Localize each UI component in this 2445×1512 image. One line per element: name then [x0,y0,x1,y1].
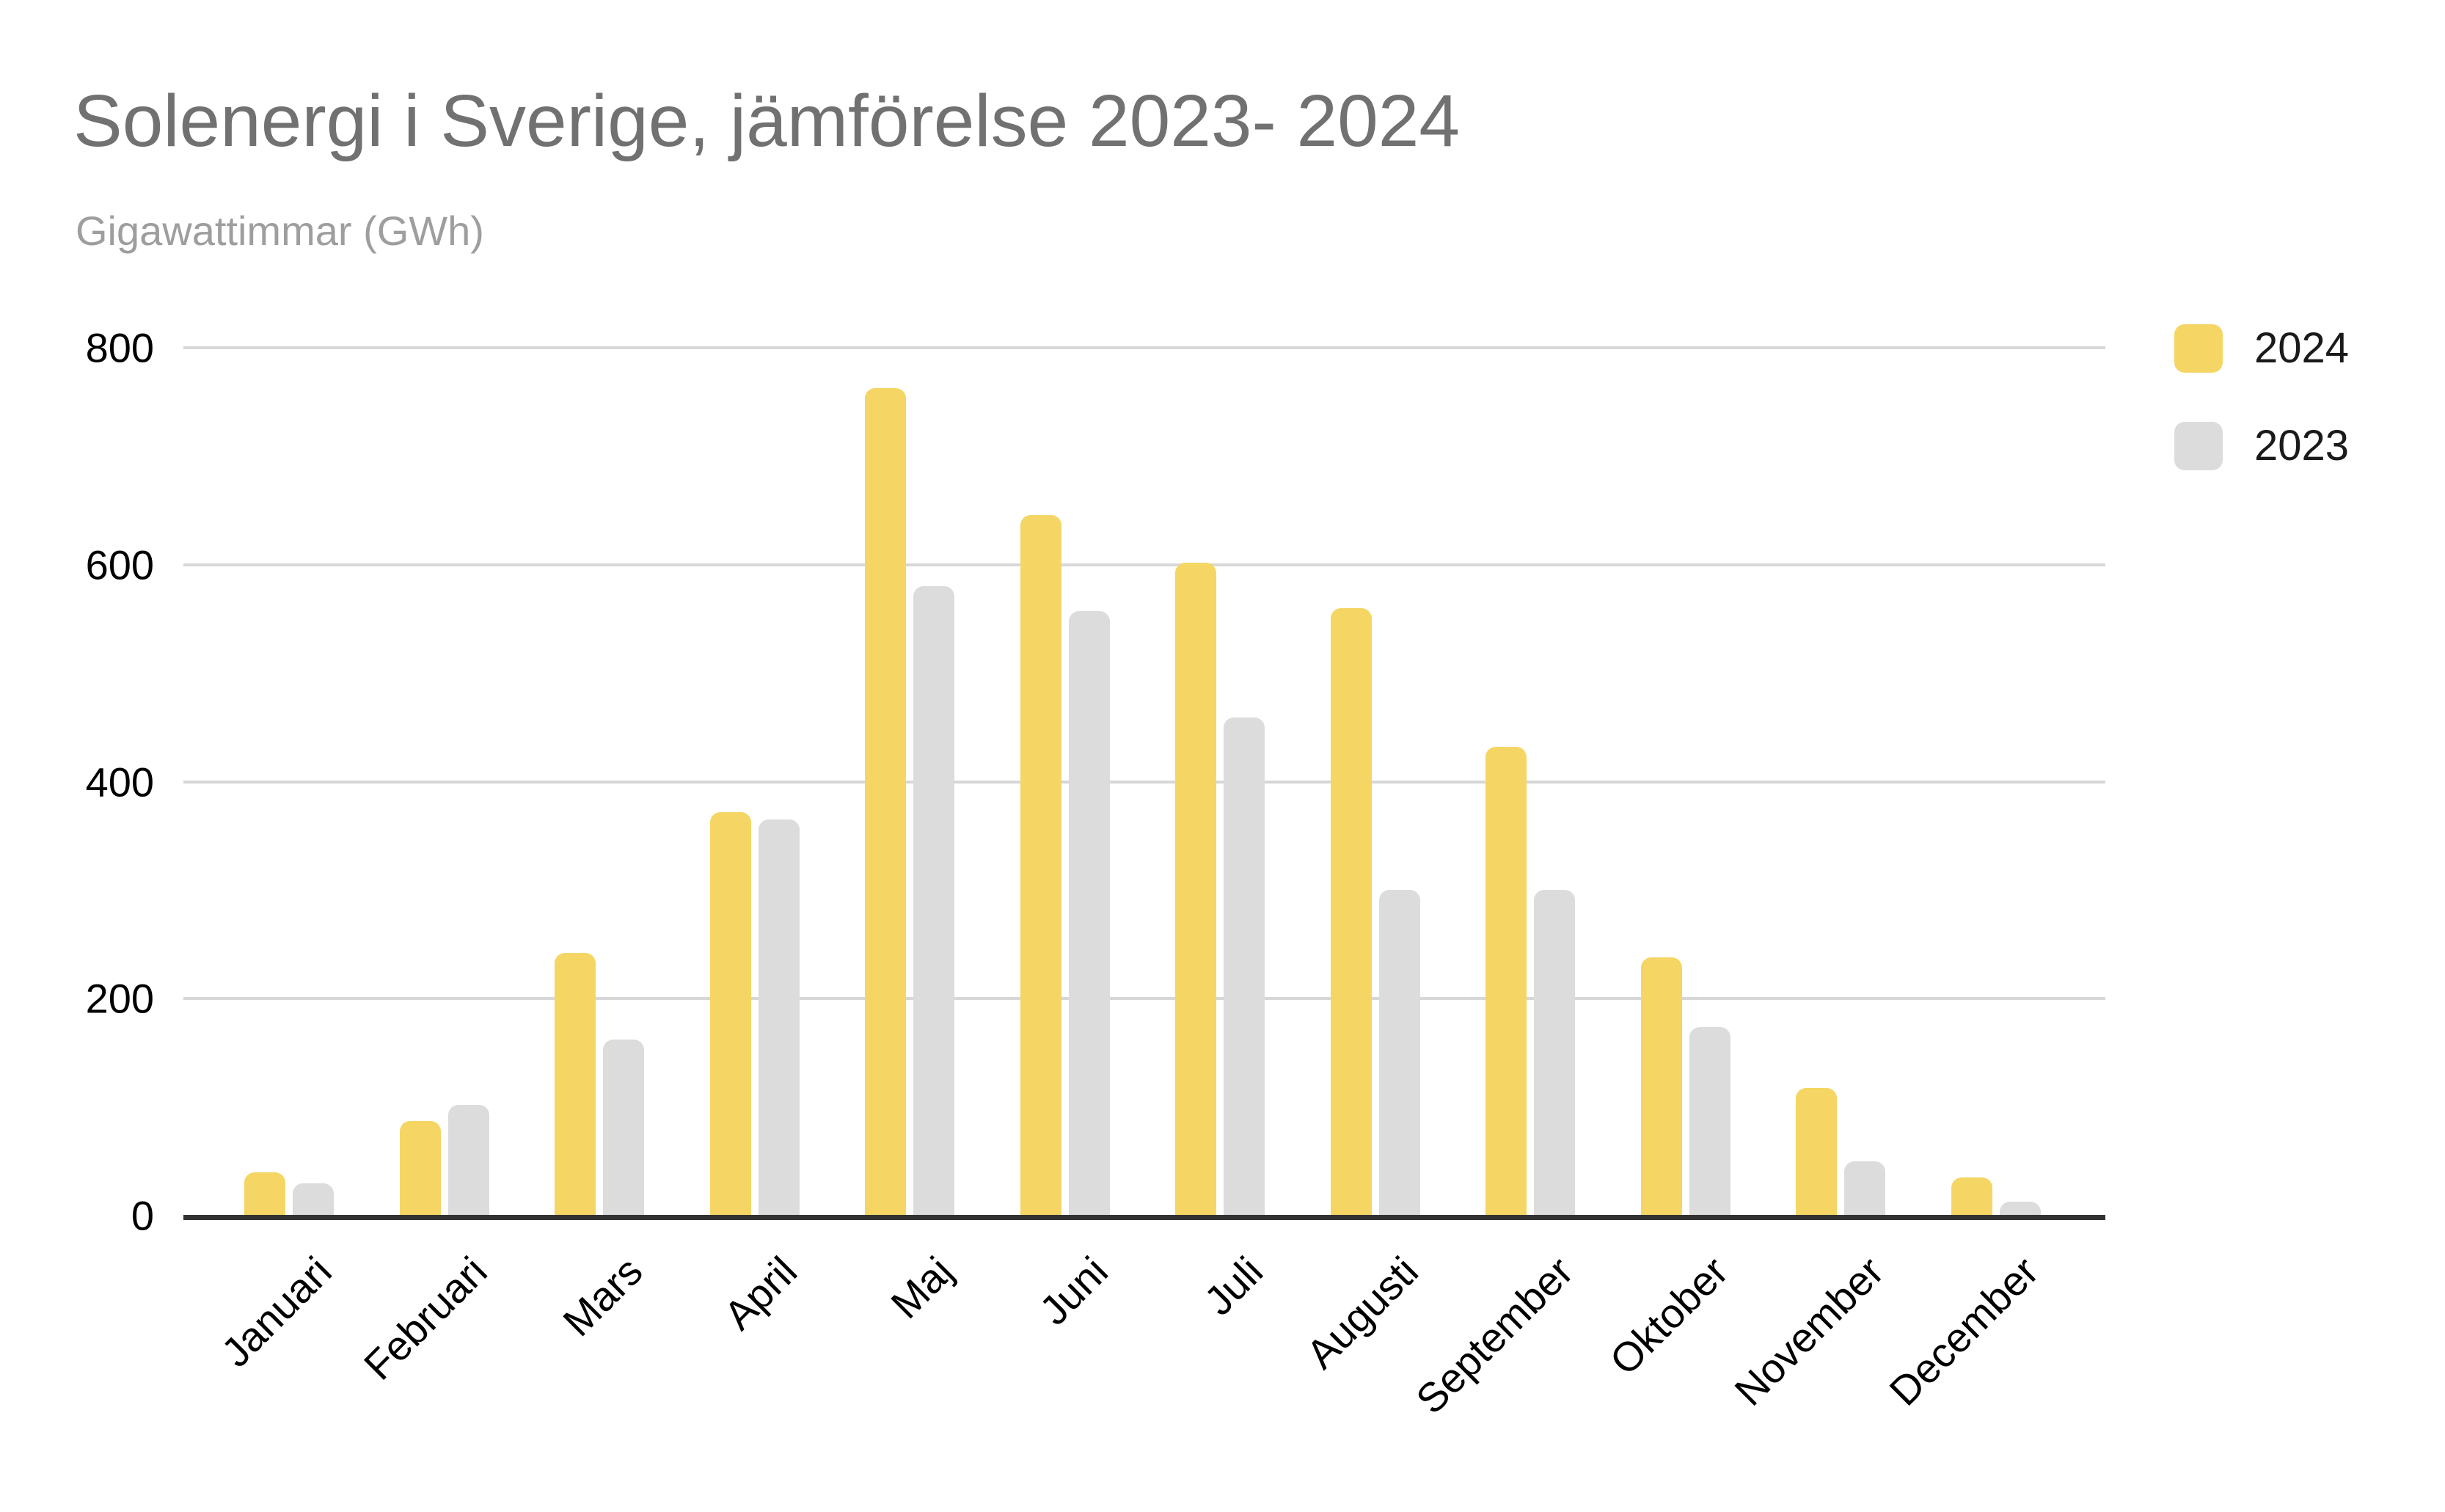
bar-2024-mars[interactable] [555,953,596,1216]
bar-2023-augusti[interactable] [1378,890,1420,1216]
y-tick-label-800: 800 [85,324,154,371]
bar-2024-juli[interactable] [1175,563,1216,1216]
bar-2024-april[interactable] [709,812,751,1216]
legend-label-2024: 2024 [2254,324,2350,372]
x-tick-label-februari: Februari [354,1247,496,1389]
x-tick-label-januari: Januari [212,1247,341,1376]
x-tick-label-april: April [715,1247,806,1339]
x-tick-label-december: December [1880,1247,2047,1414]
x-tick-label-maj: Maj [881,1247,962,1328]
bar-2023-juni[interactable] [1068,611,1110,1216]
bar-2023-juli[interactable] [1224,717,1265,1216]
bar-2023-oktober[interactable] [1689,1027,1730,1216]
gridline-800 [183,346,2105,349]
legend: 2024 2023 [2174,324,2349,470]
gridline-400 [183,780,2105,784]
x-tick-label-september: September [1407,1247,1582,1422]
chart-subtitle: Gigawattimmar (GWh) [76,208,484,254]
legend-entry-2023[interactable]: 2023 [2174,422,2349,470]
y-tick-label-200: 200 [85,975,154,1022]
bar-2023-mars[interactable] [603,1040,644,1216]
legend-swatch-2024 [2174,324,2223,373]
x-tick-label-oktober: Oktober [1601,1247,1737,1384]
bar-2024-januari[interactable] [244,1172,285,1216]
y-tick-label-400: 400 [85,759,154,805]
legend-label-2023: 2023 [2254,422,2350,470]
y-tick-label-600: 600 [85,541,154,588]
bar-2024-september[interactable] [1485,747,1527,1216]
x-tick-label-november: November [1725,1247,1893,1414]
bar-2024-november[interactable] [1796,1088,1837,1216]
bar-2023-maj[interactable] [913,586,954,1216]
bar-2024-oktober[interactable] [1640,957,1682,1216]
legend-entry-2024[interactable]: 2024 [2174,324,2349,373]
bar-2023-april[interactable] [758,819,800,1216]
bar-2023-januari[interactable] [293,1183,334,1216]
bar-2024-maj[interactable] [865,388,906,1216]
x-tick-label-augusti: Augusti [1297,1247,1427,1378]
bar-2023-september[interactable] [1534,890,1575,1216]
gridline-600 [183,563,2105,566]
x-tick-label-juli: Juli [1195,1247,1272,1324]
bar-2023-december[interactable] [1999,1202,2041,1216]
bar-2024-december[interactable] [1951,1177,1992,1216]
gridline-200 [183,997,2105,1001]
bar-2023-februari[interactable] [447,1105,489,1216]
bar-2024-juni[interactable] [1020,515,1061,1216]
bar-2024-februari[interactable] [399,1121,441,1216]
chart-title: Solenergi i Sverige, jämförelse 2023- 20… [73,80,1460,162]
x-tick-label-juni: Juni [1030,1247,1116,1334]
x-axis-line [183,1215,2105,1220]
bar-2023-november[interactable] [1844,1161,1885,1216]
x-tick-label-mars: Mars [553,1247,651,1345]
bar-2024-augusti[interactable] [1330,608,1372,1216]
legend-swatch-2023 [2174,422,2223,470]
plot-area: 800 600 400 200 0 [86,325,2105,1239]
y-tick-label-0: 0 [131,1192,154,1239]
